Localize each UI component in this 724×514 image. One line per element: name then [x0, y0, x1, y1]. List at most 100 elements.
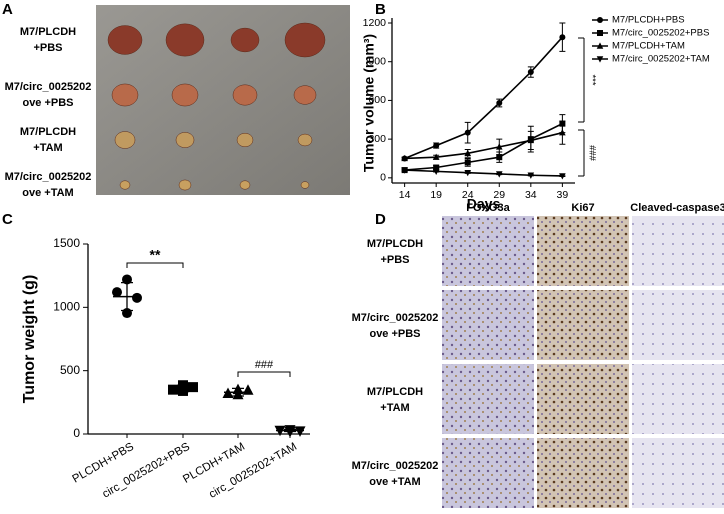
column-header: FOXO3a	[466, 202, 510, 214]
tumor	[107, 25, 143, 55]
x-tick-label: 19	[430, 189, 442, 201]
point	[527, 69, 534, 76]
ihc-image	[537, 438, 629, 508]
point	[464, 149, 472, 157]
point	[122, 274, 132, 285]
point	[464, 159, 471, 166]
point	[112, 287, 122, 298]
y-axis-label: Tumor volume (mm³)	[361, 34, 377, 172]
tumor	[111, 83, 139, 107]
point	[464, 169, 472, 177]
line	[404, 36, 563, 160]
legend-label: M7/circ_0025202+TAM	[612, 54, 710, 65]
legend-marker	[597, 30, 603, 36]
point	[559, 173, 566, 180]
point	[242, 384, 254, 395]
row-label: ove +TAM	[369, 476, 420, 488]
legend-label: M7/PLCDH+TAM	[612, 41, 685, 52]
ihc-image	[537, 216, 629, 286]
y-tick-label: 900	[368, 55, 386, 67]
x-tick-label: 39	[557, 189, 569, 201]
x-tick-label: 24	[462, 189, 474, 201]
legend-label: M7/circ_0025202+PBS	[612, 28, 709, 39]
ihc-image	[442, 438, 534, 508]
annotation: **	[150, 247, 161, 263]
bracket	[126, 262, 184, 268]
point	[401, 154, 408, 162]
point	[559, 129, 566, 136]
line	[404, 122, 563, 171]
ihc-image	[442, 216, 534, 286]
tumor	[230, 27, 260, 53]
y-tick-label: 1500	[53, 236, 80, 250]
row-label: +TAM	[380, 402, 409, 414]
tumor	[119, 180, 131, 190]
legend-marker	[596, 56, 604, 63]
point	[496, 100, 503, 106]
ihc-image	[632, 364, 724, 434]
row-label: M7/circ_0025202	[5, 171, 92, 183]
y-tick-label: 300	[368, 133, 386, 145]
ihc-image	[537, 290, 629, 360]
x-tick-label: 34	[525, 189, 537, 201]
x-tick-label: 29	[493, 189, 505, 201]
tumor	[178, 179, 192, 191]
tumor	[300, 181, 310, 189]
tumor	[239, 180, 251, 190]
point	[527, 136, 535, 144]
row-label: M7/circ_0025202	[352, 312, 439, 324]
legend-label: M7/PLCDH+PBS	[612, 15, 685, 26]
ihc-image	[442, 364, 534, 434]
point	[132, 292, 142, 303]
x-tick-label: circ_0025202+TAM	[207, 441, 299, 501]
annotation: ###	[586, 145, 597, 162]
annotation: ***	[586, 74, 597, 85]
row-label: +TAM	[33, 142, 62, 154]
row-label: M7/circ_0025202	[352, 460, 439, 472]
x-tick-label: 14	[399, 189, 411, 201]
row-label: M7/PLCDH	[367, 386, 423, 398]
row-label: ove +TAM	[22, 187, 73, 199]
tumor	[171, 83, 199, 107]
annotation: ###	[255, 359, 274, 371]
legend-marker	[597, 17, 603, 23]
point	[432, 153, 440, 160]
column-header: Ki67	[571, 202, 594, 214]
panel-letter: D	[375, 211, 386, 228]
error-bar	[284, 428, 296, 433]
point	[188, 382, 198, 393]
row-label: M7/PLCDH	[367, 238, 423, 250]
point	[527, 172, 535, 179]
tumor	[175, 132, 195, 148]
x-axis-label: Days	[467, 196, 501, 212]
point	[168, 384, 178, 395]
y-tick-label: 500	[60, 363, 80, 377]
column-header: Cleaved-caspase3	[630, 202, 724, 214]
tumor	[165, 23, 205, 57]
row-label: M7/circ_0025202	[5, 81, 92, 93]
legend-marker	[596, 42, 604, 49]
point	[401, 167, 408, 174]
point	[495, 171, 503, 178]
ihc-image	[442, 290, 534, 360]
line	[404, 169, 563, 177]
y-axis-label: Tumor weight (g)	[21, 275, 38, 404]
point	[496, 154, 503, 161]
tumor	[297, 133, 313, 147]
row-label: M7/PLCDH	[20, 26, 76, 38]
ihc-image	[537, 364, 629, 434]
bracket	[237, 371, 291, 377]
row-label: ove +PBS	[22, 97, 73, 109]
tumor	[284, 22, 326, 58]
row-label: M7/PLCDH	[20, 126, 76, 138]
point	[495, 143, 503, 150]
ihc-image	[632, 290, 724, 360]
tumor	[293, 85, 317, 105]
point	[433, 142, 440, 149]
row-label: ove +PBS	[369, 328, 420, 340]
ihc-image	[632, 216, 724, 286]
tumor	[236, 132, 254, 148]
tumor	[114, 131, 136, 149]
ihc-image	[632, 438, 724, 508]
